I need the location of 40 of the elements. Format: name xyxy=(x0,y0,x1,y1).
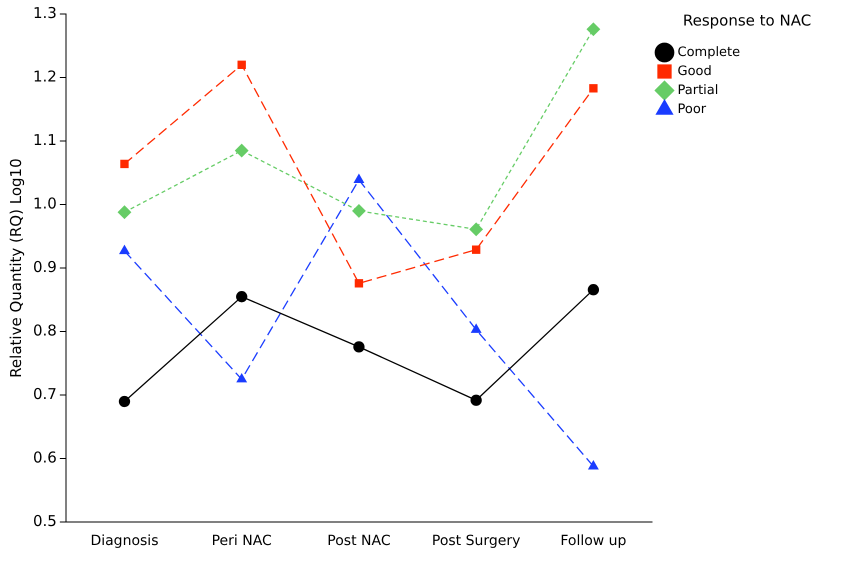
x-tick-label: Peri NAC xyxy=(212,533,272,550)
legend-label: Poor xyxy=(678,102,707,117)
y-axis-title: Relative Quantity (RQ) Log10 xyxy=(6,158,25,378)
point xyxy=(235,144,248,158)
point xyxy=(354,279,364,288)
point xyxy=(470,394,482,406)
point xyxy=(118,396,130,408)
y-tick-label: 0.8 xyxy=(32,322,57,340)
point xyxy=(472,245,480,254)
point xyxy=(354,174,364,183)
point xyxy=(238,60,246,70)
point xyxy=(586,22,600,36)
point xyxy=(471,324,482,333)
y-tick-label: 0.5 xyxy=(32,512,57,530)
legend-title: Response to NAC xyxy=(682,11,812,30)
y-tick-label: 1.0 xyxy=(32,194,57,212)
point xyxy=(588,460,598,470)
point xyxy=(588,284,600,296)
point xyxy=(470,222,483,236)
point xyxy=(353,341,365,353)
x-tick-label: Post Surgery xyxy=(432,533,520,550)
y-tick-label: 1.1 xyxy=(32,130,57,149)
y-tick-label: 1.2 xyxy=(32,67,57,86)
point xyxy=(236,374,247,382)
x-tick-label: Diagnosis xyxy=(90,533,158,550)
legend-label: Partial xyxy=(678,82,718,98)
legend-label: Complete xyxy=(678,44,740,60)
point xyxy=(119,245,130,254)
point xyxy=(236,291,248,302)
y-tick-label: 0.7 xyxy=(32,385,57,404)
x-tick-label: Post NAC xyxy=(327,533,391,550)
point xyxy=(352,204,366,218)
point xyxy=(589,84,598,93)
y-tick-label: 0.6 xyxy=(32,448,57,467)
point xyxy=(120,160,129,168)
x-tick-label: Follow up xyxy=(560,533,627,550)
legend-label: Good xyxy=(678,64,712,79)
y-tick-label: 0.9 xyxy=(32,258,57,276)
point xyxy=(118,206,132,219)
y-tick-label: 1.3 xyxy=(32,4,57,22)
